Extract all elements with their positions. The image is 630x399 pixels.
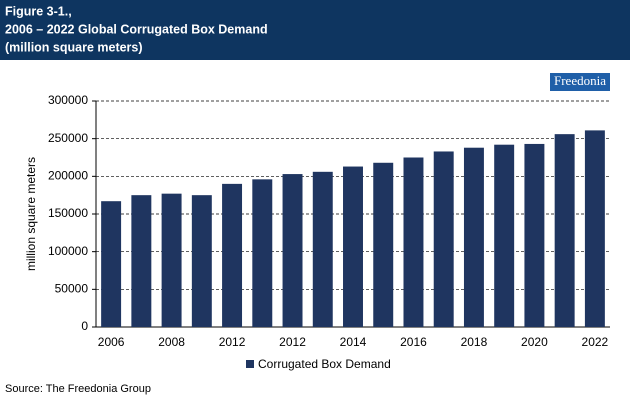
x-tick-label: 2008: [158, 335, 185, 349]
y-tick-label: 200000: [48, 169, 88, 183]
bar: [101, 201, 122, 327]
bar: [343, 166, 363, 327]
y-tick-label: 300000: [48, 93, 88, 107]
bar: [403, 157, 424, 327]
bar: [131, 195, 152, 327]
bar: [433, 151, 454, 327]
x-tick-label: 2016: [400, 335, 427, 349]
bar: [373, 162, 394, 327]
x-tick-label: 2012: [219, 335, 246, 349]
x-tick-label: 2014: [340, 335, 367, 349]
x-tick-label: 2012: [279, 335, 306, 349]
logo: Freedonia: [554, 73, 606, 88]
y-tick-label: 0: [81, 319, 88, 333]
header-line: Figure 3-1.,: [5, 4, 72, 18]
bar: [463, 147, 484, 327]
y-axis-title: million square meters: [24, 157, 38, 271]
logo-box: [550, 73, 610, 91]
header-line: (million square meters): [5, 40, 143, 54]
source: Source: The Freedonia Group: [5, 383, 151, 395]
y-tick-label: 150000: [48, 206, 88, 220]
bar: [191, 195, 212, 327]
bar: [161, 193, 182, 327]
bar: [222, 183, 243, 327]
header-line: 2006 – 2022 Global Corrugated Box Demand: [5, 22, 268, 36]
x-tick-label: 2020: [521, 335, 548, 349]
bar: [282, 174, 303, 327]
y-tick-label: 100000: [48, 244, 88, 258]
bar: [252, 179, 273, 327]
legend-label: Corrugated Box Demand: [258, 357, 391, 371]
y-tick-label: 250000: [48, 131, 88, 145]
header-band: [0, 0, 630, 60]
x-tick-label: 2022: [582, 335, 609, 349]
bar: [494, 144, 515, 327]
bar: [554, 134, 575, 327]
x-tick-label: 2006: [98, 335, 125, 349]
y-tick-label: 50000: [55, 282, 89, 296]
bar: [524, 143, 545, 327]
x-tick-label: 2018: [461, 335, 488, 349]
bar: [312, 171, 333, 327]
bar: [584, 130, 605, 327]
legend-swatch: [246, 360, 254, 368]
